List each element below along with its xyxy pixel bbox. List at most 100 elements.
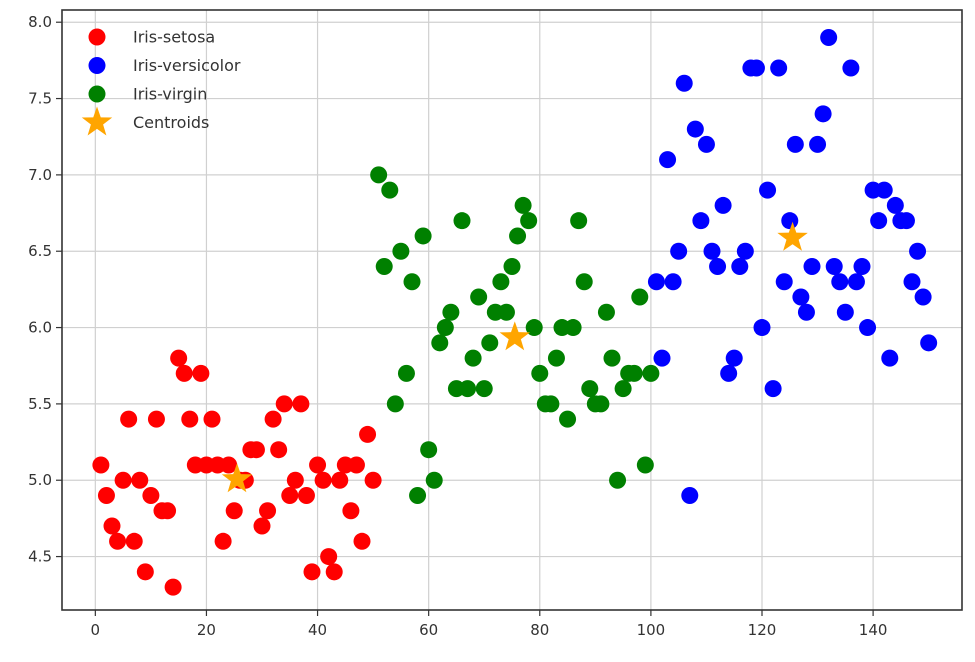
point-iris-setosa: [286, 471, 304, 489]
point-iris-setosa: [320, 548, 338, 566]
x-tick-label: 100: [637, 621, 666, 639]
point-iris-virgin: [392, 242, 410, 260]
point-iris-virgin: [375, 257, 393, 275]
point-iris-setosa: [97, 486, 115, 504]
point-iris-virgin: [525, 319, 543, 337]
point-iris-versicolor: [681, 486, 699, 504]
grid: [62, 10, 962, 610]
legend-marker-iris-versicolor: [88, 57, 106, 74]
point-iris-versicolor: [831, 273, 849, 291]
point-iris-versicolor: [725, 349, 743, 367]
x-tick-label: 40: [308, 621, 327, 639]
point-iris-versicolor: [781, 212, 799, 230]
point-iris-setosa: [364, 471, 382, 489]
point-iris-setosa: [314, 471, 332, 489]
x-tick-label: 120: [748, 621, 777, 639]
point-iris-versicolor: [920, 334, 938, 352]
point-iris-versicolor: [881, 349, 899, 367]
point-iris-virgin: [564, 319, 582, 337]
point-iris-virgin: [547, 349, 565, 367]
point-iris-versicolor: [764, 380, 782, 398]
y-tick-label: 7.5: [28, 90, 52, 108]
point-iris-versicolor: [697, 135, 715, 153]
point-iris-versicolor: [859, 319, 877, 337]
y-tick-label: 7.0: [28, 166, 52, 184]
point-iris-versicolor: [731, 257, 749, 275]
legend-label-centroids: Centroids: [133, 113, 209, 132]
point-iris-setosa: [281, 486, 299, 504]
point-iris-versicolor: [670, 242, 688, 260]
point-iris-virgin: [481, 334, 499, 352]
point-iris-setosa: [125, 532, 143, 550]
point-iris-virgin: [570, 212, 588, 230]
point-iris-setosa: [92, 456, 110, 474]
point-iris-virgin: [542, 395, 560, 413]
point-iris-versicolor: [820, 28, 838, 46]
point-iris-virgin: [559, 410, 577, 428]
point-iris-virgin: [631, 288, 649, 306]
legend: Iris-setosa Iris-versicolor Iris-virgin Cen…: [81, 28, 241, 136]
point-iris-versicolor: [797, 303, 815, 321]
y-tick-label: 5.5: [28, 395, 52, 413]
point-iris-setosa: [136, 563, 154, 581]
point-iris-virgin: [403, 273, 421, 291]
point-iris-versicolor: [664, 273, 682, 291]
point-iris-versicolor: [847, 273, 865, 291]
point-iris-versicolor: [825, 257, 843, 275]
point-iris-setosa: [303, 563, 321, 581]
point-iris-virgin: [531, 364, 549, 382]
legend-label-iris-virgin: Iris-virgin: [133, 85, 207, 104]
point-iris-setosa: [297, 486, 315, 504]
centroid-star: [221, 463, 253, 493]
point-iris-virgin: [381, 181, 399, 199]
point-iris-virgin: [436, 319, 454, 337]
point-iris-setosa: [342, 502, 360, 520]
point-iris-virgin: [625, 364, 643, 382]
point-iris-setosa: [109, 532, 127, 550]
x-tick-label: 140: [859, 621, 888, 639]
point-iris-virgin: [592, 395, 610, 413]
point-iris-versicolor: [675, 74, 693, 92]
point-iris-versicolor: [786, 135, 804, 153]
y-tick-label: 8.0: [28, 13, 52, 31]
point-iris-virgin: [503, 257, 521, 275]
point-iris-virgin: [514, 196, 532, 214]
point-iris-versicolor: [714, 196, 732, 214]
plot-frame: [61, 9, 963, 611]
point-iris-virgin: [642, 364, 660, 382]
point-iris-setosa: [225, 502, 243, 520]
point-iris-setosa: [325, 563, 343, 581]
legend-marker-iris-setosa: [88, 28, 106, 46]
point-iris-versicolor: [692, 212, 710, 230]
point-iris-virgin: [420, 441, 438, 459]
point-iris-virgin: [636, 456, 654, 474]
point-iris-setosa: [147, 410, 165, 428]
legend-label-iris-versicolor: Iris-versicolor: [133, 56, 241, 75]
y-tick-label: 4.5: [28, 548, 52, 566]
point-iris-versicolor: [875, 181, 893, 199]
point-iris-virgin: [442, 303, 460, 321]
x-tick-label: 80: [530, 621, 549, 639]
point-iris-versicolor: [914, 288, 932, 306]
point-iris-virgin: [575, 273, 593, 291]
point-iris-versicolor: [753, 319, 771, 337]
legend-label-iris-setosa: Iris-setosa: [133, 28, 215, 47]
point-iris-virgin: [614, 380, 632, 398]
point-iris-versicolor: [720, 364, 738, 382]
point-iris-versicolor: [870, 212, 888, 230]
point-iris-versicolor: [803, 257, 821, 275]
point-iris-setosa: [275, 395, 293, 413]
point-iris-virgin: [453, 212, 471, 230]
point-iris-virgin: [425, 471, 443, 489]
point-iris-virgin: [459, 380, 477, 398]
point-iris-versicolor: [814, 105, 832, 123]
point-iris-virgin: [497, 303, 515, 321]
point-iris-versicolor: [842, 59, 860, 77]
point-iris-setosa: [247, 441, 265, 459]
point-iris-setosa: [103, 517, 121, 535]
x-tick-label: 0: [91, 621, 101, 639]
axis-ticks: 0 20 40 60 80 100 120 140 4.5 5.0 5.5 6.0 6.5 7.0 7.5 8…: [28, 13, 887, 639]
x-tick-label: 60: [419, 621, 438, 639]
point-iris-setosa: [253, 517, 271, 535]
